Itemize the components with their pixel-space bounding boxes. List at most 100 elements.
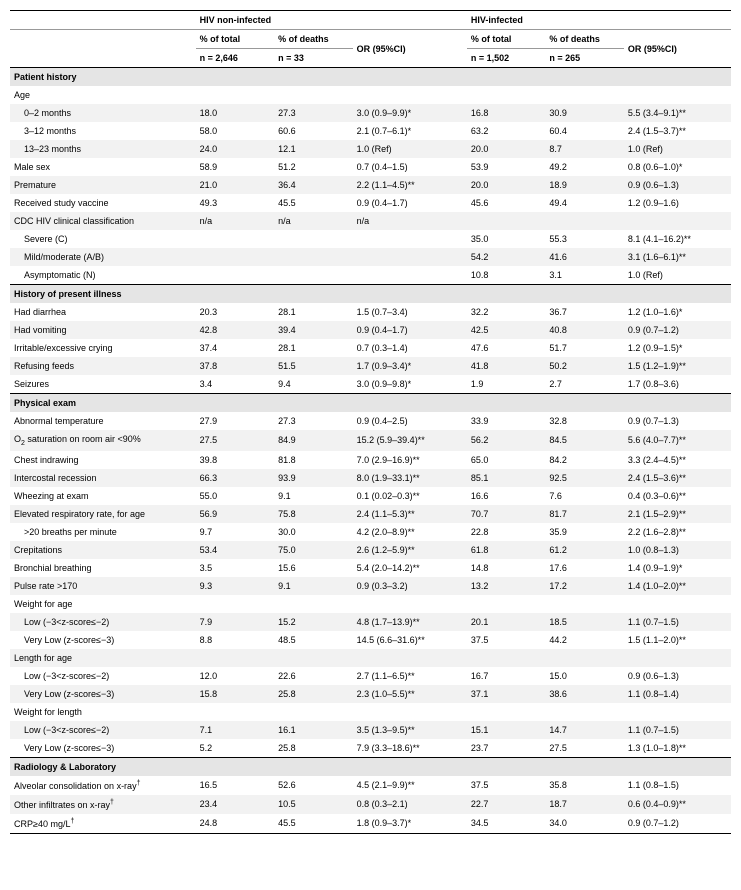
data-cell: 18.7: [545, 795, 624, 814]
table-row: Low (−3<z-score≤−2)7.915.24.8 (1.7–13.9)…: [10, 613, 731, 631]
table-row: Length for age: [10, 649, 731, 667]
data-cell: 1.7 (0.9–3.4)*: [353, 357, 460, 375]
row-label: CRP≥40 mg/L†: [10, 814, 196, 834]
table-row: O2 saturation on room air <90%27.584.915…: [10, 430, 731, 451]
table-row: Asymptomatic (N)10.83.11.0 (Ref): [10, 266, 731, 285]
gap-cell: [460, 721, 467, 739]
data-cell: 8.8: [196, 631, 275, 649]
data-cell: 1.1 (0.7–1.5): [624, 721, 731, 739]
data-cell: 20.1: [467, 613, 546, 631]
data-cell: 35.0: [467, 230, 546, 248]
data-cell: [353, 649, 460, 667]
row-label: O2 saturation on room air <90%: [10, 430, 196, 451]
data-cell: [274, 703, 353, 721]
data-cell: 24.0: [196, 140, 275, 158]
or-header-2: OR (95%CI): [624, 30, 731, 68]
data-cell: 3.1 (1.6–6.1)**: [624, 248, 731, 266]
gap-cell: [460, 595, 467, 613]
data-cell: [624, 649, 731, 667]
data-cell: [353, 703, 460, 721]
data-cell: 1.0 (Ref): [624, 266, 731, 285]
data-cell: [624, 212, 731, 230]
row-label: Had diarrhea: [10, 303, 196, 321]
row-label: 3–12 months: [10, 122, 196, 140]
data-cell: 25.8: [274, 685, 353, 703]
table-row: Had vomiting42.839.40.9 (0.4–1.7)42.540.…: [10, 321, 731, 339]
data-cell: [467, 86, 546, 104]
table-row: Received study vaccine49.345.50.9 (0.4–1…: [10, 194, 731, 212]
gap-cell: [460, 739, 467, 758]
data-cell: 37.4: [196, 339, 275, 357]
data-cell: 1.4 (1.0–2.0)**: [624, 577, 731, 595]
row-label: Wheezing at exam: [10, 487, 196, 505]
data-cell: 32.8: [545, 412, 624, 430]
data-cell: 21.0: [196, 176, 275, 194]
table-row: Intercostal recession66.393.98.0 (1.9–33…: [10, 469, 731, 487]
data-cell: 3.3 (2.4–4.5)**: [624, 451, 731, 469]
data-cell: 75.8: [274, 505, 353, 523]
gap-cell: [460, 776, 467, 795]
data-cell: 5.2: [196, 739, 275, 758]
data-cell: 30.9: [545, 104, 624, 122]
row-label: 0–2 months: [10, 104, 196, 122]
data-cell: [545, 703, 624, 721]
data-cell: 42.5: [467, 321, 546, 339]
row-label: Severe (C): [10, 230, 196, 248]
data-cell: [274, 649, 353, 667]
data-cell: [624, 86, 731, 104]
data-cell: 56.2: [467, 430, 546, 451]
clinical-table: HIV non-infected HIV-infected % of total…: [10, 10, 731, 835]
data-cell: 23.4: [196, 795, 275, 814]
table-row: Age: [10, 86, 731, 104]
row-label: Low (−3<z-score≤−2): [10, 667, 196, 685]
data-cell: 2.2 (1.1–4.5)**: [353, 176, 460, 194]
data-cell: 1.3 (1.0–1.8)**: [624, 739, 731, 758]
data-cell: [196, 86, 275, 104]
data-cell: [196, 595, 275, 613]
table-row: Mild/moderate (A/B)54.241.63.1 (1.6–6.1)…: [10, 248, 731, 266]
data-cell: 5.4 (2.0–14.2)**: [353, 559, 460, 577]
data-cell: 18.0: [196, 104, 275, 122]
data-cell: 2.6 (1.2–5.9)**: [353, 541, 460, 559]
data-cell: [274, 230, 353, 248]
data-cell: 4.8 (1.7–13.9)**: [353, 613, 460, 631]
row-label: Low (−3<z-score≤−2): [10, 721, 196, 739]
data-cell: 27.3: [274, 104, 353, 122]
data-cell: 0.9 (0.3–3.2): [353, 577, 460, 595]
data-cell: 15.1: [467, 721, 546, 739]
data-cell: 1.8 (0.9–3.7)*: [353, 814, 460, 834]
table-row: 0–2 months18.027.33.0 (0.9–9.9)*16.830.9…: [10, 104, 731, 122]
data-cell: [624, 703, 731, 721]
data-cell: 3.0 (0.9–9.8)*: [353, 375, 460, 394]
row-label: Had vomiting: [10, 321, 196, 339]
section-title: History of present illness: [10, 285, 731, 304]
data-cell: 16.6: [467, 487, 546, 505]
data-cell: 1.5 (0.7–3.4): [353, 303, 460, 321]
data-cell: 12.0: [196, 667, 275, 685]
row-label: Asymptomatic (N): [10, 266, 196, 285]
data-cell: 17.2: [545, 577, 624, 595]
data-cell: 1.1 (0.7–1.5): [624, 613, 731, 631]
row-label: Premature: [10, 176, 196, 194]
gap-cell: [460, 451, 467, 469]
data-cell: 0.9 (0.7–1.2): [624, 814, 731, 834]
data-cell: 27.5: [545, 739, 624, 758]
data-cell: 1.5 (1.1–2.0)**: [624, 631, 731, 649]
data-cell: 0.7 (0.4–1.5): [353, 158, 460, 176]
gap-cell: [460, 412, 467, 430]
data-cell: 34.5: [467, 814, 546, 834]
data-cell: 37.5: [467, 776, 546, 795]
table-row: Very Low (z-score≤−3)5.225.87.9 (3.3–18.…: [10, 739, 731, 758]
data-cell: 45.5: [274, 814, 353, 834]
gap-cell: [460, 703, 467, 721]
data-cell: [196, 266, 275, 285]
data-cell: 17.6: [545, 559, 624, 577]
data-cell: 0.8 (0.6–1.0)*: [624, 158, 731, 176]
row-label: Seizures: [10, 375, 196, 394]
data-cell: 51.7: [545, 339, 624, 357]
row-label: Intercostal recession: [10, 469, 196, 487]
data-cell: 0.9 (0.4–1.7): [353, 194, 460, 212]
gap-cell: [460, 795, 467, 814]
data-cell: 0.9 (0.6–1.3): [624, 667, 731, 685]
data-cell: 9.3: [196, 577, 275, 595]
